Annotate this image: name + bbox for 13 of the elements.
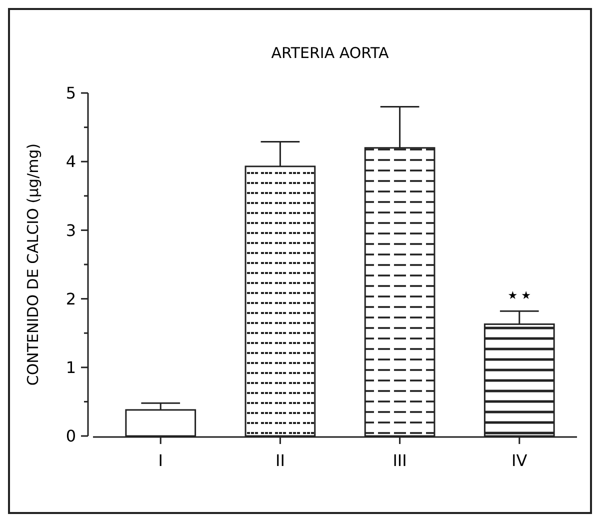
annotation: ★ ★ [508,289,532,302]
y-axis-title: CONTENIDO DE CALCIO (µg/mg) [24,143,42,386]
y-tick-label: 0 [66,426,76,446]
x-tick-label: IV [512,451,528,470]
y-tick-label: 5 [66,84,76,103]
x-tick-label: II [275,451,285,470]
y-tick-label: 2 [66,289,76,308]
y-tick-label: 3 [66,220,76,240]
x-tick-label: I [158,451,163,470]
chart-title: ARTERIA AORTA [271,44,390,62]
x-tick-label: III [392,451,407,470]
y-tick-label: 4 [66,152,76,172]
y-tick-label: 1 [66,358,76,377]
